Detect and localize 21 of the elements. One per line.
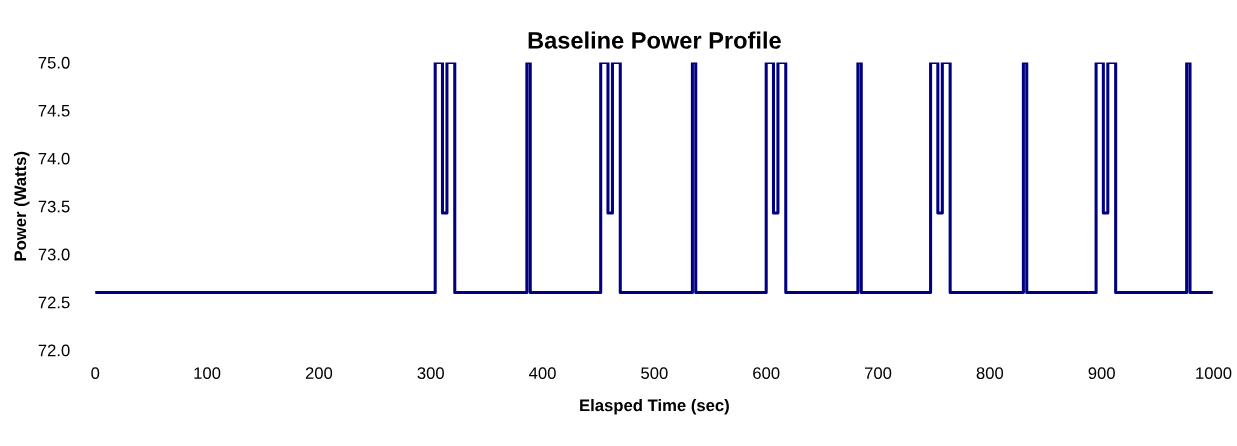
y-tick-label: 73.5 — [38, 200, 70, 213]
chart-title: Baseline Power Profile — [528, 31, 781, 49]
x-tick-label: 800 — [976, 367, 1004, 380]
x-tick-label: 400 — [529, 367, 556, 380]
y-tick-label: 72.5 — [38, 296, 70, 309]
x-tick-label: 900 — [1088, 367, 1115, 380]
y-tick-label: 75.0 — [38, 56, 70, 69]
x-tick-label: 600 — [753, 367, 780, 380]
y-tick-label: 74.0 — [38, 152, 70, 165]
x-tick-label: 1000 — [1196, 367, 1232, 380]
x-tick-label: 300 — [417, 367, 444, 380]
x-tick-label: 200 — [305, 367, 333, 380]
x-tick-label: 0 — [91, 367, 100, 380]
x-tick-label: 700 — [864, 367, 892, 380]
x-axis-title: Elasped Time (sec) — [580, 398, 729, 415]
x-tick-label: 500 — [641, 367, 668, 380]
y-tick-label: 74.5 — [38, 104, 70, 117]
y-tick-label: 73.0 — [38, 248, 70, 261]
y-axis-title: Power (Watts) — [13, 151, 30, 261]
x-tick-label: 100 — [194, 367, 221, 380]
y-tick-label: 72.0 — [38, 344, 70, 357]
